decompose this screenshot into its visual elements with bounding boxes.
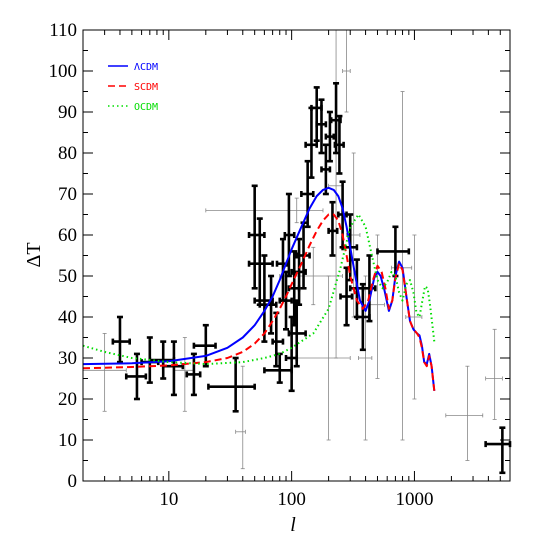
y-tick-label: 60 [58, 225, 77, 246]
data-point [361, 254, 377, 323]
y-tick-label: 50 [58, 266, 77, 287]
curve-2 [82, 213, 436, 366]
y-tick-label: 0 [68, 471, 78, 492]
y-tick-label: 110 [49, 20, 77, 41]
data-point [124, 352, 148, 401]
data-point [310, 86, 323, 142]
y-tick-label: 90 [58, 102, 77, 123]
data-point [205, 197, 324, 224]
legend: ΛCDM SCDM OCDM [108, 62, 158, 113]
data-point [485, 328, 503, 420]
y-tick-label: 20 [58, 389, 77, 410]
model-curves [82, 186, 436, 391]
data-point [82, 332, 127, 412]
data-point [271, 311, 285, 368]
data-point [207, 356, 256, 413]
legend-entry: OCDM [108, 102, 158, 113]
x-tick-label: 1000 [395, 489, 433, 510]
data-point [287, 299, 307, 368]
y-axis-title: ΔT [23, 242, 45, 267]
data-point [484, 426, 512, 475]
data-point [300, 159, 315, 229]
legend-entry: SCDM [108, 82, 158, 93]
data-point [333, 114, 345, 175]
data-point [263, 352, 293, 384]
x-tick-label: 100 [277, 489, 306, 510]
data-point [320, 143, 332, 196]
data-point [304, 106, 319, 179]
data-point [315, 98, 328, 155]
y-tick-label: 40 [58, 307, 77, 328]
data-point [342, 29, 351, 113]
y-tick-label: 30 [58, 348, 77, 369]
y-tick-label: 100 [49, 61, 78, 82]
curve-1 [82, 213, 436, 391]
legend-label: ΛCDM [134, 62, 158, 73]
legend-label: SCDM [134, 82, 158, 93]
data-point [358, 275, 373, 441]
data-point [283, 192, 296, 278]
data-points [82, 29, 512, 475]
data-point [327, 200, 339, 257]
data-point [348, 258, 365, 319]
legend-entry: ΛCDM [108, 62, 158, 73]
y-tick-label: 70 [58, 184, 77, 205]
data-point [445, 365, 484, 461]
x-axis-title: l [290, 514, 296, 536]
data-point [192, 323, 217, 368]
data-point [247, 217, 274, 307]
data-point [111, 315, 131, 364]
data-point [235, 365, 246, 470]
x-tick-label: 10 [159, 489, 178, 510]
data-point [369, 234, 385, 379]
y-tick-label: 10 [58, 430, 77, 451]
legend-label: OCDM [134, 102, 158, 113]
data-point [405, 234, 423, 400]
data-point [376, 225, 411, 278]
data-point [291, 275, 351, 441]
data-point [185, 352, 202, 397]
data-point [278, 270, 293, 331]
y-tick-label: 80 [58, 143, 77, 164]
data-point [247, 184, 266, 290]
axes: 0 10 20 30 40 50 60 70 80 90 100 110 10 100 1000 [49, 20, 511, 510]
data-point [161, 340, 185, 397]
